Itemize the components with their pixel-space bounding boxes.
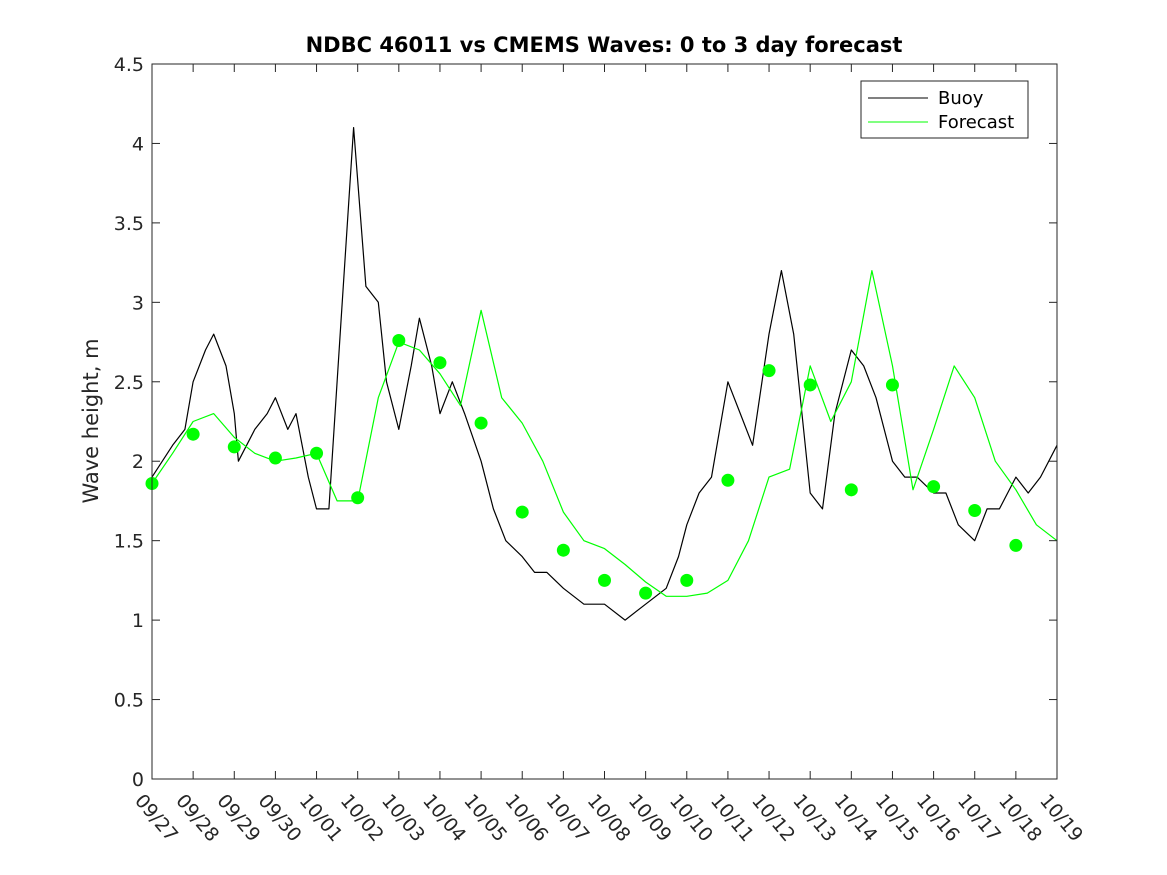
x-tick-label: 10/10	[665, 790, 717, 846]
x-tick-label: 09/29	[212, 790, 264, 846]
forecast-marker	[1009, 538, 1023, 552]
legend-buoy-label: Buoy	[938, 88, 984, 109]
x-tick-label: 10/14	[829, 790, 881, 846]
x-tick-label: 10/11	[706, 790, 758, 846]
x-tick-label: 10/06	[500, 790, 552, 846]
forecast-marker	[721, 473, 735, 487]
forecast-marker	[268, 451, 282, 465]
y-axis-label: Wave height, m	[79, 338, 103, 503]
forecast-marker	[598, 573, 611, 587]
y-tick-label: 1	[132, 610, 144, 632]
series-layer	[151, 126, 1058, 621]
x-tick-label: 10/08	[583, 790, 635, 846]
x-tick-label: 10/07	[542, 790, 594, 846]
chart-title: NDBC 46011 vs CMEMS Waves: 0 to 3 day fo…	[306, 33, 903, 57]
x-tick-label: 09/28	[171, 790, 223, 846]
plot-background	[152, 64, 1057, 779]
x-tick-label: 10/05	[459, 790, 511, 846]
y-tick-label: 3.5	[114, 213, 144, 235]
y-tick-label: 0	[132, 769, 144, 791]
x-tick-label: 10/12	[747, 790, 799, 846]
series-line-forecast	[151, 270, 1058, 597]
x-tick-label: 10/02	[336, 790, 388, 846]
forecast-marker	[680, 573, 694, 587]
x-tick-label: 10/17	[953, 790, 1005, 846]
forecast-marker	[227, 440, 241, 454]
x-tick-label: 09/27	[130, 790, 182, 846]
legend-forecast-label: Forecast	[938, 112, 1014, 133]
y-tick-label: 1.5	[114, 531, 144, 553]
forecast-marker	[433, 356, 447, 370]
forecast-marker	[351, 491, 365, 505]
x-tick-label: 10/15	[871, 790, 923, 846]
y-tick-label: 0.5	[114, 690, 144, 712]
series-line-buoy	[151, 126, 1058, 621]
forecast-marker	[844, 483, 858, 497]
forecast-marker	[186, 427, 200, 441]
forecast-marker	[310, 446, 324, 460]
y-tick-label: 4	[132, 133, 144, 155]
y-tick-label: 2.5	[114, 372, 144, 394]
x-tick-label: 10/13	[788, 790, 840, 846]
forecast-marker	[639, 586, 653, 600]
x-tick-label: 10/09	[624, 790, 676, 846]
forecast-marker	[927, 480, 941, 494]
forecast-marker	[968, 503, 982, 517]
forecast-marker	[515, 505, 529, 519]
forecast-marker	[803, 378, 817, 392]
forecast-marker	[885, 378, 899, 392]
legend-box	[860, 80, 1029, 139]
forecast-marker	[392, 333, 406, 347]
x-tick-label: 10/19	[1035, 790, 1087, 846]
x-tick-label: 09/30	[254, 790, 306, 846]
y-axis: 0 0.5 1 1.5 2 2.5 3 3.5 4 4.5	[114, 54, 1057, 791]
y-tick-label: 4.5	[114, 54, 144, 76]
x-tick-label: 10/01	[295, 790, 347, 846]
forecast-marker	[474, 416, 488, 430]
x-tick-label: 10/04	[418, 790, 470, 846]
x-tick-label: 10/03	[377, 790, 429, 846]
x-tick-label: 10/16	[912, 790, 964, 846]
forecast-marker	[556, 543, 570, 557]
y-tick-label: 2	[132, 451, 144, 473]
marker-layer	[145, 333, 1023, 600]
legend: Buoy Forecast	[860, 80, 1029, 139]
y-tick-label: 3	[132, 292, 144, 314]
x-tick-label: 10/18	[994, 790, 1046, 846]
forecast-marker	[762, 364, 776, 378]
